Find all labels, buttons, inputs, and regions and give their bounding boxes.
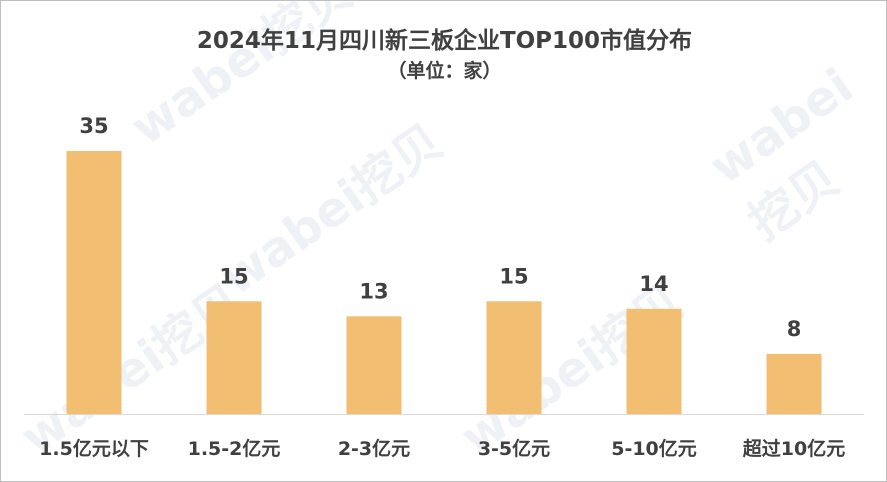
data-label: 8 <box>787 317 802 341</box>
category-label: 超过10亿元 <box>742 437 845 460</box>
category-label: 5-10亿元 <box>611 437 697 460</box>
data-label: 15 <box>219 264 248 288</box>
category-label: 2-3亿元 <box>338 437 410 460</box>
data-label: 15 <box>499 264 528 288</box>
category-label: 1.5亿元以下 <box>39 437 149 460</box>
chart-subtitle: （单位：家） <box>387 60 502 82</box>
data-label: 13 <box>359 279 388 303</box>
data-label: 14 <box>639 272 668 296</box>
category-label: 3-5亿元 <box>478 437 550 460</box>
bar <box>206 301 262 414</box>
bar <box>766 353 822 414</box>
chart-title: 2024年11月四川新三板企业TOP100市值分布 <box>196 28 693 54</box>
bar <box>346 316 402 414</box>
data-label: 35 <box>79 114 108 138</box>
bar <box>626 308 682 414</box>
bar <box>486 301 542 414</box>
category-label: 1.5-2亿元 <box>188 437 281 460</box>
bar <box>66 151 122 414</box>
